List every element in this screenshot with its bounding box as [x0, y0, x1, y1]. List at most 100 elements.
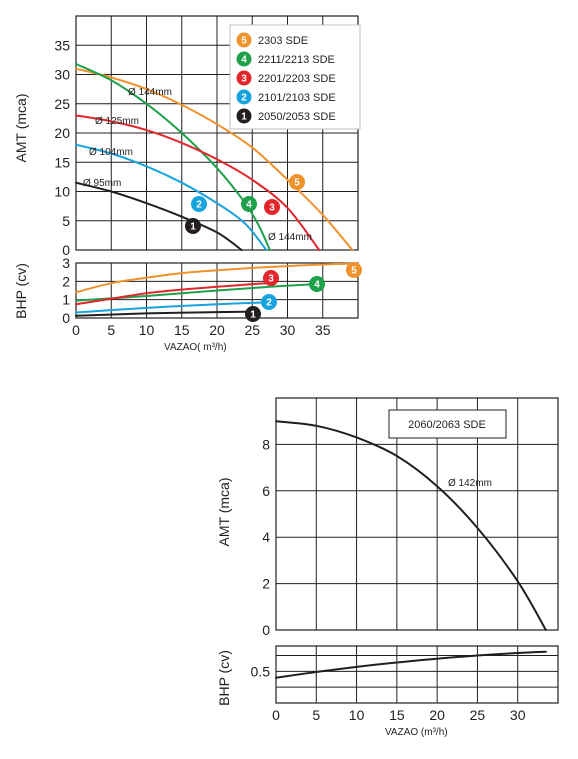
- x-tick-label: 5: [312, 707, 320, 723]
- x-tick-label: 15: [389, 707, 405, 723]
- chart1-legend-box: [229, 24, 361, 130]
- chart1-y-axis-label: AMT (mca): [13, 94, 29, 163]
- legend-label: 2050/2053 SDE: [258, 111, 336, 123]
- legend-label: 2101/2103 SDE: [258, 92, 336, 104]
- chart1-bhp-series: [75, 262, 354, 317]
- legend-badge-number: 1: [241, 112, 247, 123]
- x-tick-label: 10: [349, 707, 365, 723]
- chart1-series: [75, 63, 354, 251]
- series-line-5: [75, 262, 354, 294]
- series-line-1: [275, 420, 547, 631]
- y-tick-label: 3: [62, 255, 70, 271]
- chart2-bhp-y-tick-labels: 0.5: [251, 663, 271, 679]
- svg-text:4: 4: [246, 200, 252, 211]
- legend-label: 2211/2213 SDE: [258, 54, 335, 66]
- chart1-series-badges: 5 4 3 2 1: [185, 174, 305, 234]
- series-line-2: [75, 301, 268, 314]
- legend-badge-3: [236, 70, 252, 86]
- x-tick-label: 0: [272, 707, 280, 723]
- chart2-x-axis-label: VAZAO (m³/h): [385, 727, 448, 738]
- badge-2-bhp: 2: [261, 294, 277, 310]
- chart1-annotation-144mm-b: Ø 144mm: [268, 232, 312, 243]
- y-tick-label: 30: [54, 67, 70, 83]
- y-tick-label: 2: [62, 273, 70, 289]
- legend-item-5: 5 2303 SDE: [236, 32, 308, 48]
- badge-5-amt: 5: [289, 174, 305, 190]
- chart1-x-tick-labels: 0 5 10 15 20 25 30 35: [72, 322, 331, 338]
- badge-2-amt: 2: [191, 196, 207, 212]
- chart2-frame: [275, 397, 559, 631]
- legend-item-4: 4 2211/2213 SDE: [236, 51, 335, 67]
- x-tick-label: 35: [315, 322, 331, 338]
- chart2-bhp-gridlines: [275, 646, 559, 703]
- chart1-legend: 5 2303 SDE 4 2211/2213 SDE 3 2201/2203 SDE 2 21…: [229, 24, 361, 130]
- x-tick-label: 5: [107, 322, 115, 338]
- svg-text:5: 5: [294, 178, 300, 189]
- badge-3-bhp: 3: [263, 270, 279, 286]
- chart2-series: [275, 420, 547, 631]
- y-tick-label: 5: [62, 213, 70, 229]
- x-tick-label: 10: [139, 322, 155, 338]
- legend-label: 2303 SDE: [258, 35, 308, 47]
- chart2-y-axis-label: AMT (mca): [216, 478, 232, 547]
- y-tick-label: 25: [54, 96, 70, 112]
- chart2-legend-label: 2060/2063 SDE: [408, 419, 486, 431]
- legend-badge-number: 2: [241, 93, 247, 104]
- svg-text:2: 2: [196, 200, 202, 211]
- legend-badge-1: [236, 108, 252, 124]
- y-tick-label: 0: [62, 242, 70, 258]
- x-tick-label: 15: [174, 322, 190, 338]
- x-tick-label: 0: [72, 322, 80, 338]
- chart2-bhp-frame: [275, 645, 559, 704]
- chart2-amt-panel: 0 2 4 6 8 AMT (mca) Ø 142mm 2060/2063 SDE: [216, 397, 559, 638]
- chart2-legend-box: [388, 409, 507, 439]
- legend-item-2: 2 2101/2103 SDE: [236, 89, 336, 105]
- legend-item-1: 1 2050/2053 SDE: [236, 108, 336, 124]
- chart1-y-tick-labels: 0 5 10 15 20 25 30 35: [54, 37, 70, 258]
- legend-badge-4: [236, 51, 252, 67]
- series-line-3: [75, 114, 321, 251]
- svg-text:2: 2: [266, 298, 272, 309]
- badge-1-amt: 1: [185, 218, 201, 234]
- svg-text:3: 3: [269, 203, 275, 214]
- series-line-3: [75, 282, 268, 306]
- y-tick-label: 2: [262, 576, 270, 592]
- chart1-annotation-144mm: Ø 144mm: [128, 87, 172, 98]
- badge-4-amt: 4: [241, 196, 257, 212]
- y-tick-label: 1: [62, 292, 70, 308]
- svg-text:3: 3: [268, 274, 274, 285]
- y-tick-label: 15: [54, 154, 70, 170]
- legend-badge-2: [236, 89, 252, 105]
- y-tick-label: 20: [54, 125, 70, 141]
- x-tick-label: 30: [280, 322, 296, 338]
- legend-badge-number: 4: [241, 55, 247, 66]
- y-tick-label: 0: [62, 310, 70, 326]
- chart2-legend: 2060/2063 SDE: [388, 409, 507, 439]
- y-tick-label: 6: [262, 483, 270, 499]
- series-line-5: [75, 67, 354, 251]
- y-tick-label: 0.5: [251, 663, 271, 679]
- legend-badge-5: [236, 32, 252, 48]
- x-tick-label: 30: [510, 707, 526, 723]
- chart2-bhp-y-axis-label: BHP (cv): [216, 650, 232, 706]
- y-tick-label: 0: [262, 622, 270, 638]
- chart1-annotation-125mm: Ø 125mm: [95, 116, 139, 127]
- chart1-x-axis-label: VAZAO( m³/h): [164, 342, 227, 353]
- y-tick-label: 10: [54, 184, 70, 200]
- chart2-x-tick-labels: 0 5 10 15 20 25 30: [272, 707, 526, 723]
- chart1-bhp-y-tick-labels: 0 1 2 3: [62, 255, 70, 326]
- svg-text:1: 1: [190, 222, 196, 233]
- legend-item-3: 3 2201/2203 SDE: [236, 70, 336, 86]
- badge-4-bhp: 4: [309, 276, 325, 292]
- x-tick-label: 25: [244, 322, 260, 338]
- legend-badge-number: 5: [241, 36, 247, 47]
- chart2-bhp-panel: 0.5 0 5 10 15 20 25 30 BHP (cv) VAZAO (m³/h): [216, 645, 559, 738]
- legend-badge-number: 3: [241, 74, 247, 85]
- series-line-1: [75, 181, 243, 251]
- y-tick-label: 8: [262, 436, 270, 452]
- series-line-2: [75, 143, 268, 251]
- badge-1-bhp: 1: [245, 306, 261, 322]
- chart1-annotation-104mm: Ø 104mm: [89, 147, 133, 158]
